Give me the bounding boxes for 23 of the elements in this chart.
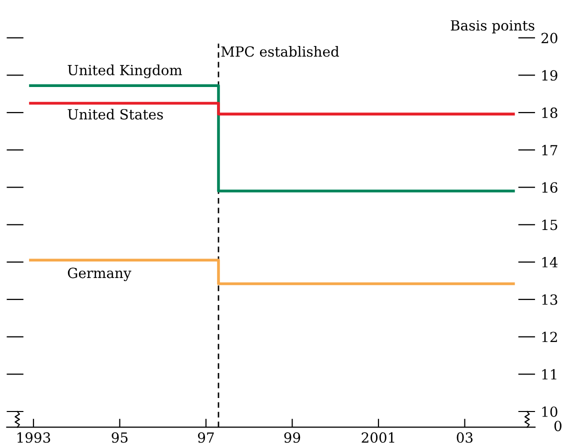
y-tick-label: 15 bbox=[542, 220, 558, 230]
x-tick-label: 95 bbox=[112, 432, 128, 443]
y-tick-label: 11 bbox=[542, 369, 556, 380]
y-tick-label: 13 bbox=[542, 294, 558, 305]
y-tick-label: 14 bbox=[542, 257, 558, 268]
x-tick-label: 97 bbox=[198, 432, 214, 443]
x-tick-label: 2001 bbox=[362, 432, 394, 443]
x-tick-label: 03 bbox=[456, 432, 473, 443]
x-tick-label: 1993 bbox=[18, 432, 50, 443]
series-label: Germany bbox=[68, 268, 132, 282]
y-tick-label: 12 bbox=[542, 332, 557, 342]
y-tick-label: 10 bbox=[542, 406, 558, 417]
y-tick-label: 18 bbox=[542, 108, 558, 118]
y-tick-label: 19 bbox=[542, 70, 558, 81]
y-tick-label: 20 bbox=[542, 32, 558, 44]
series-label: United States bbox=[68, 108, 163, 120]
y-tick-label: 16 bbox=[542, 182, 558, 193]
text: 0 bbox=[554, 420, 562, 432]
series-label: United Kingdom bbox=[68, 64, 182, 78]
x-tick-label: 99 bbox=[284, 432, 300, 443]
y-tick-label: 17 bbox=[542, 144, 558, 156]
y-axis-title: Basis points bbox=[450, 20, 534, 34]
ref-line-label: MPC established bbox=[221, 46, 340, 57]
